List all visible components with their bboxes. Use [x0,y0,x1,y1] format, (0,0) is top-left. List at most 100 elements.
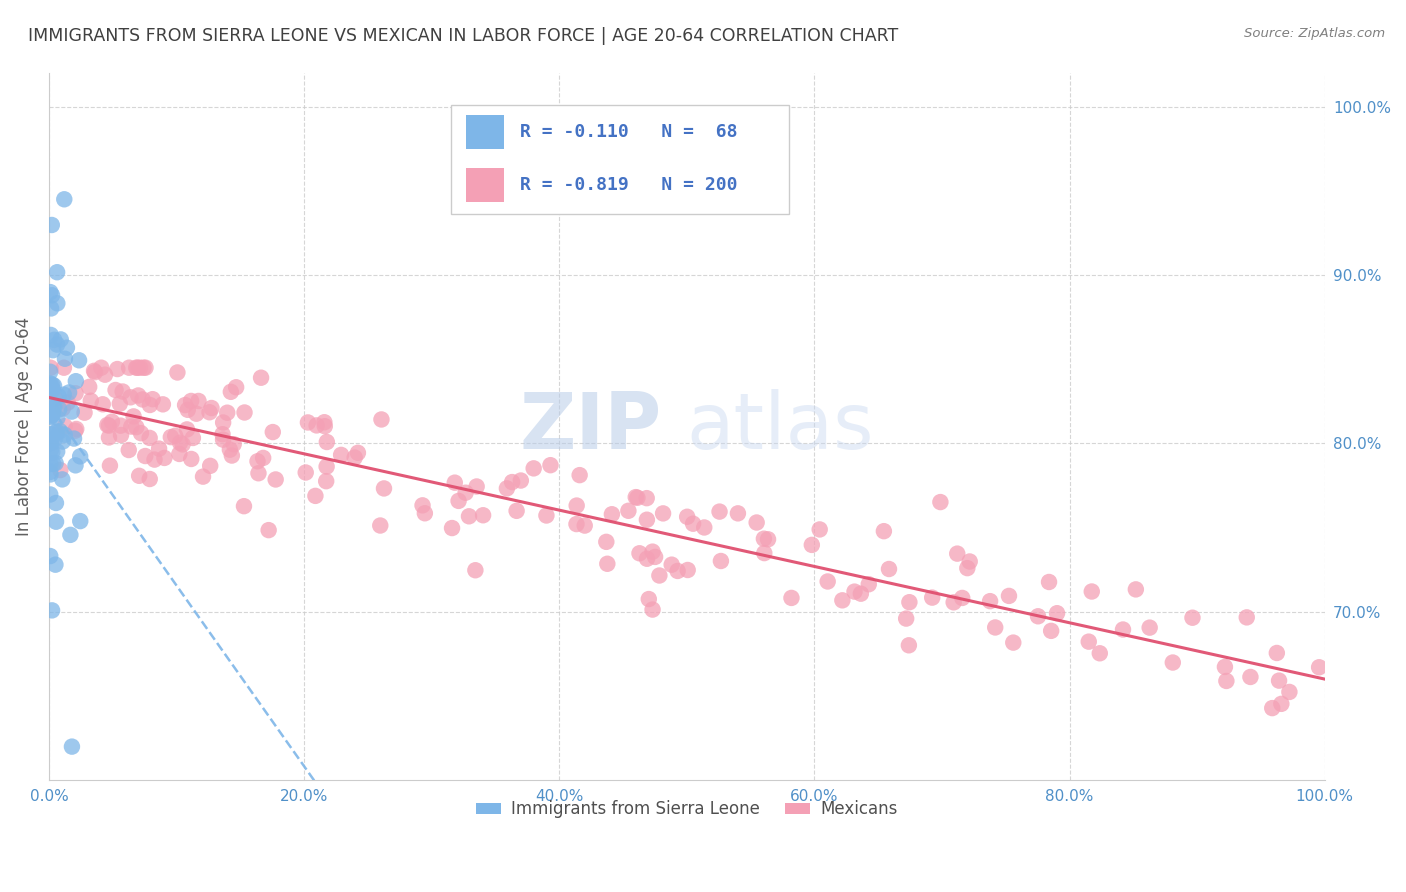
Point [39,549,62,563]
Text: R = -0.110   N =  68: R = -0.110 N = 68 [520,123,737,141]
Point [641,602,664,616]
Point [44,333,66,347]
Point [831,593,853,607]
Point [666,564,689,578]
Point [63,432,86,446]
Text: IMMIGRANTS FROM SIERRA LEONE VS MEXICAN IN LABOR FORCE | AGE 20-64 CORRELATION C: IMMIGRANTS FROM SIERRA LEONE VS MEXICAN … [28,27,898,45]
Point [454,485,477,500]
Point [212,416,235,430]
Point [523,461,546,475]
Point [211,427,233,442]
Point [118,360,141,375]
Point [693,520,716,534]
Point [139,398,162,412]
Point [595,534,617,549]
Point [169,447,191,461]
Point [413,506,436,520]
Point [1215,673,1237,688]
Point [1239,670,1261,684]
Point [212,433,235,447]
Point [39,384,62,398]
Point [257,523,280,537]
Point [39,327,62,342]
Point [441,521,464,535]
Point [1026,609,1049,624]
Point [800,538,823,552]
Point [134,449,156,463]
Point [39,487,62,501]
Point [128,468,150,483]
Point [1125,582,1147,597]
Bar [451,104,789,214]
Point [105,362,128,376]
Point [264,473,287,487]
Point [101,415,124,429]
Point [844,584,866,599]
Point [181,431,204,445]
Point [52,401,75,416]
Point [262,425,284,439]
Legend: Immigrants from Sierra Leone, Mexicans: Immigrants from Sierra Leone, Mexicans [470,794,904,825]
Point [91,397,114,411]
Y-axis label: In Labor Force | Age 20-64: In Labor Force | Age 20-64 [15,317,32,536]
Point [198,458,221,473]
Point [676,509,699,524]
Point [626,491,648,505]
Point [984,620,1007,634]
Point [65,422,87,436]
Point [998,589,1021,603]
Point [65,458,87,473]
Point [600,508,623,522]
Point [1213,660,1236,674]
Point [315,474,337,488]
Point [97,430,120,444]
Point [250,370,273,384]
Point [48,389,70,403]
Point [90,360,112,375]
Text: Source: ZipAtlas.com: Source: ZipAtlas.com [1244,27,1385,40]
Point [52,360,75,375]
Point [644,549,666,564]
Point [330,448,353,462]
Point [565,517,588,532]
Point [636,513,658,527]
Point [1040,624,1063,638]
Point [131,392,153,407]
Point [1261,701,1284,715]
Point [297,416,319,430]
Point [138,472,160,486]
Point [46,444,69,458]
Point [174,398,197,412]
Point [180,452,202,467]
Point [39,443,62,458]
Point [77,380,100,394]
Point [69,450,91,464]
Point [53,427,76,442]
Point [39,457,62,471]
Point [246,454,269,468]
Point [849,587,872,601]
Point [1112,623,1135,637]
Point [53,419,76,434]
Point [120,419,142,434]
Point [39,467,62,482]
Point [39,409,62,424]
Point [950,591,973,605]
Point [94,368,117,382]
Point [727,507,749,521]
Point [752,532,775,546]
Point [39,436,62,450]
Point [41,445,63,459]
Bar [467,168,505,202]
Point [165,429,187,443]
Point [858,577,880,591]
Point [315,435,337,450]
Point [148,442,170,456]
Point [51,472,73,486]
Point [1046,606,1069,620]
Point [104,383,127,397]
Point [1268,673,1291,688]
Point [959,554,981,568]
Point [69,514,91,528]
Point [1181,611,1204,625]
